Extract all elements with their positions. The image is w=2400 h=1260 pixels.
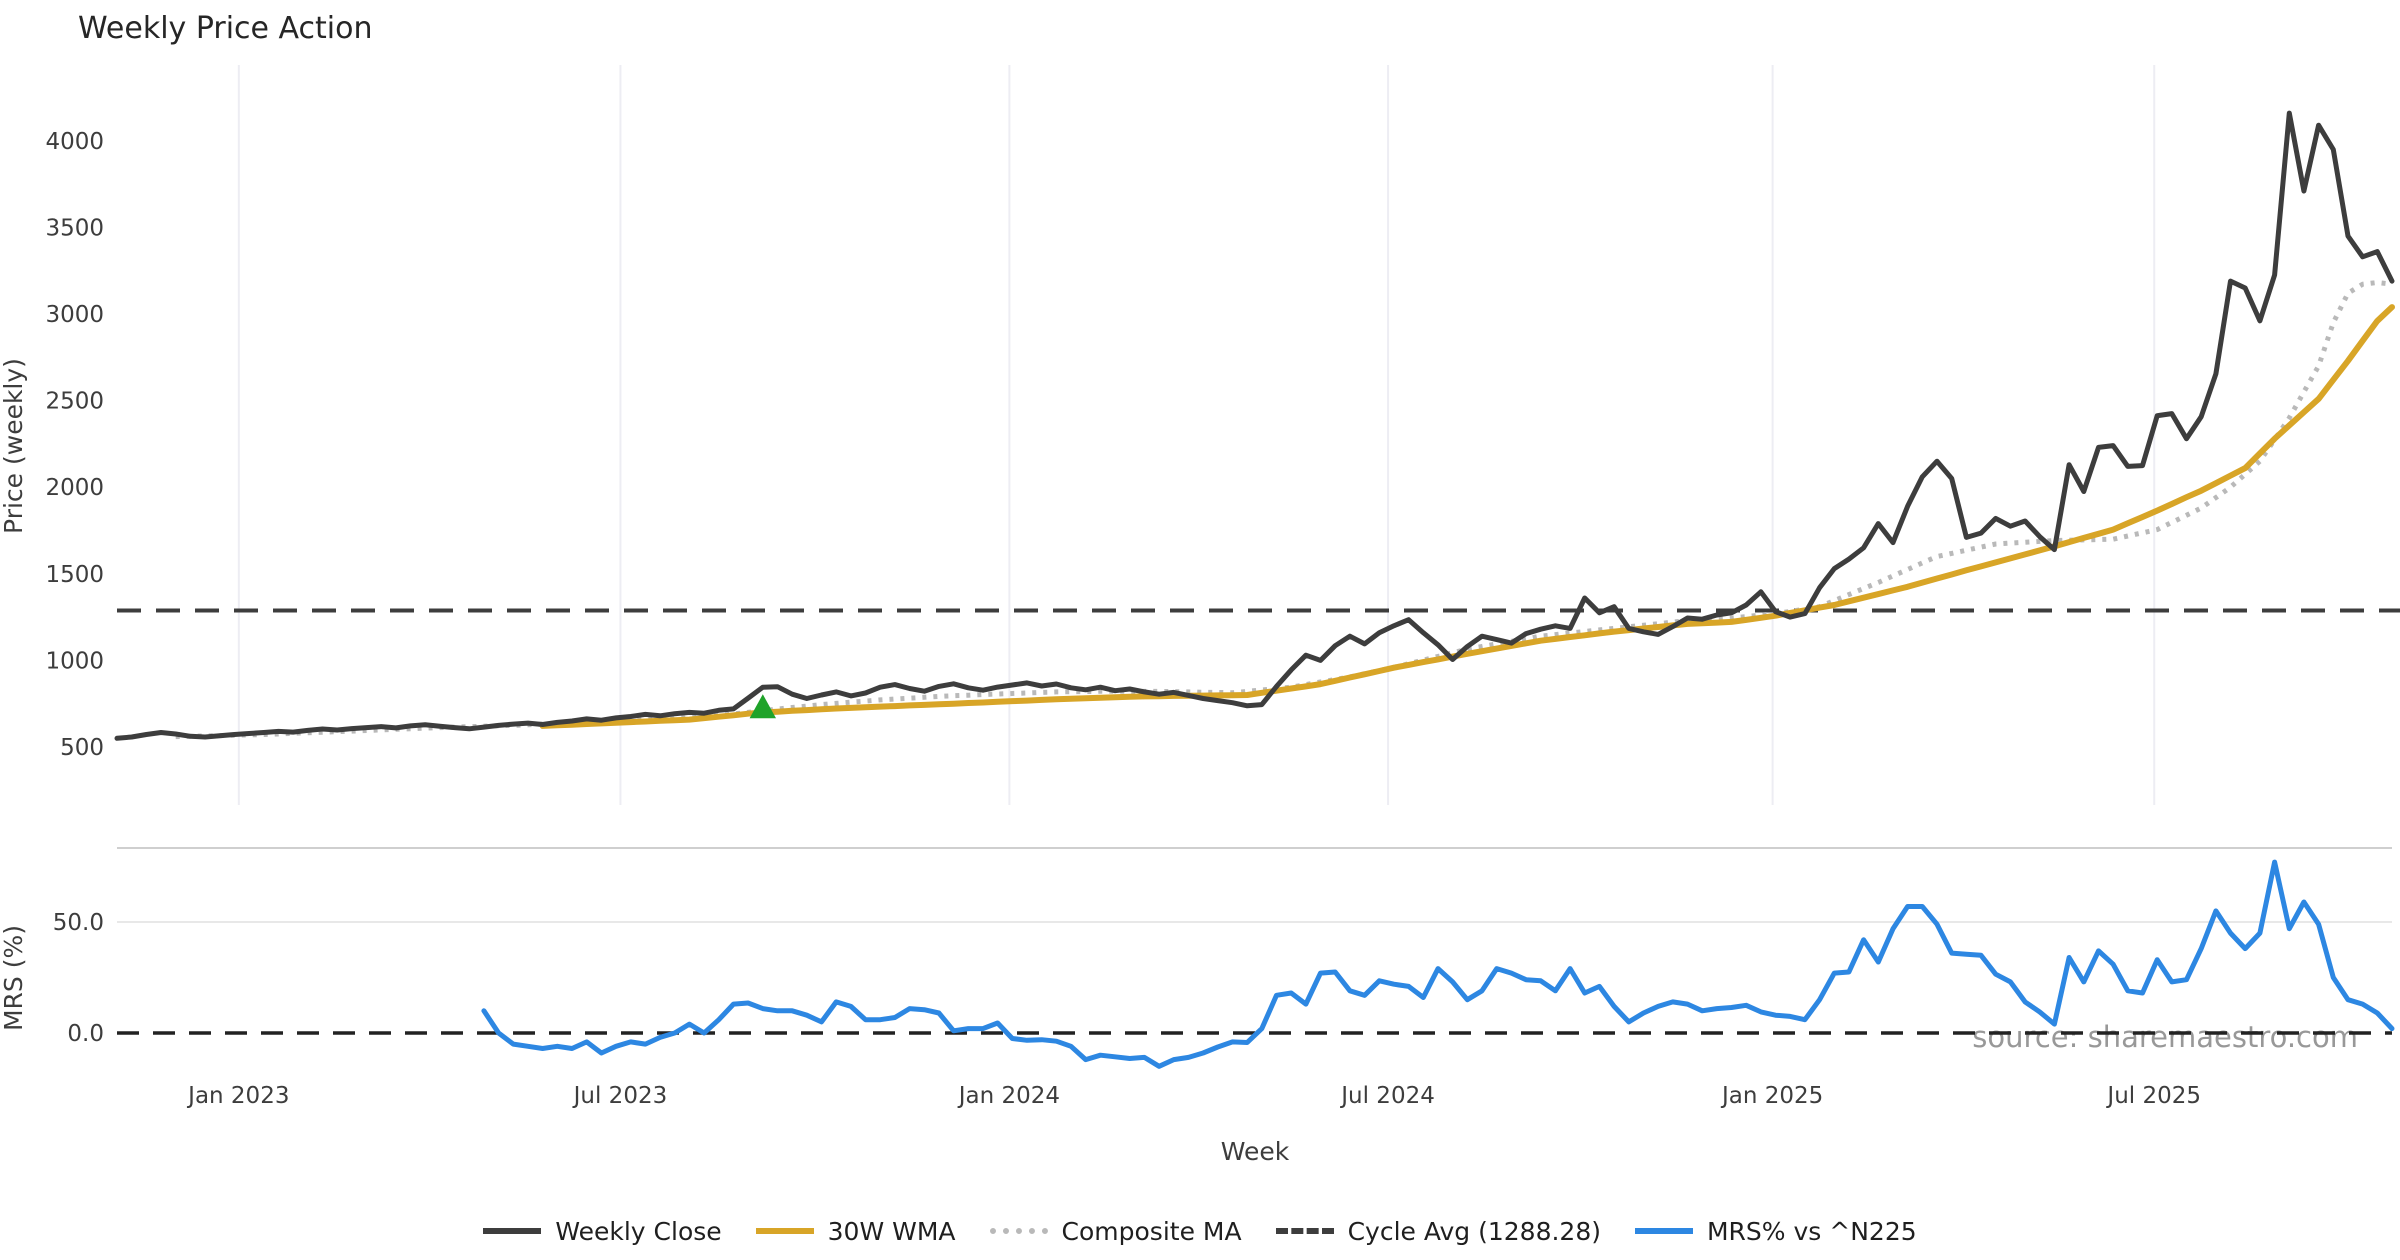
chart-legend: Weekly Close 30W WMA Composite MA Cycle Avg… [0, 1208, 2400, 1254]
legend-swatch-solid [1634, 1228, 1693, 1234]
series-weekly-close [114, 110, 2395, 741]
legend-label: Weekly Close [555, 1216, 722, 1246]
price-tick-label: 1500 [45, 562, 104, 588]
legend-label: Composite MA [1061, 1216, 1242, 1246]
legend-swatch-solid [755, 1228, 814, 1234]
data-series [114, 110, 2400, 1069]
price-tick-label: 1000 [45, 648, 104, 674]
series-30w-wma [539, 304, 2395, 729]
x-axis-label: Week [1221, 1137, 1290, 1166]
legend-label: 30W WMA [827, 1216, 956, 1246]
price-tick-label: 2500 [45, 389, 104, 415]
legend-item-composite-ma: Composite MA [989, 1216, 1242, 1246]
tick-labels: Jan 2023 Jul 2023 Jan 2024 Jul 2024 Jan 2025… [45, 129, 2201, 1109]
legend-swatch-dashed [1275, 1228, 1334, 1234]
chart-title: Weekly Price Action [78, 11, 373, 46]
legend-item-weekly-close: Weekly Close [483, 1216, 722, 1246]
mrs-tick-label: 50.0 [53, 910, 104, 936]
series-mrs-vs-n225 [481, 859, 2395, 1069]
legend-item-30w-wma: 30W WMA [755, 1216, 956, 1246]
legend-swatch-solid [483, 1228, 542, 1234]
source-watermark: source: sharemaestro.com [1972, 1020, 2358, 1054]
price-tick-label: 4000 [45, 129, 104, 155]
legend-label: Cycle Avg (1288.28) [1347, 1216, 1601, 1246]
x-tick-label: Jan 2025 [1720, 1083, 1823, 1109]
price-tick-label: 3500 [45, 215, 104, 241]
price-tick-label: 500 [60, 735, 104, 761]
legend-label: MRS% vs ^N225 [1706, 1216, 1917, 1246]
x-tick-label: Jan 2023 [186, 1083, 289, 1109]
legend-swatch-dotted [989, 1228, 1048, 1234]
price-tick-label: 2000 [45, 475, 104, 501]
price-axis-label: Price (weekly) [0, 358, 28, 534]
mrs-tick-label: 0.0 [67, 1021, 104, 1047]
mrs-axis-label: MRS (%) [0, 925, 28, 1031]
gridlines [117, 65, 2392, 923]
x-tick-label: Jan 2024 [957, 1083, 1060, 1109]
price-tick-label: 3000 [45, 302, 104, 328]
legend-item-cycle-avg-1288-28-: Cycle Avg (1288.28) [1275, 1216, 1601, 1246]
buy-signal-triangle-marker [749, 694, 777, 719]
x-tick-label: Jul 2025 [2105, 1083, 2201, 1109]
x-tick-label: Jul 2024 [1339, 1083, 1435, 1109]
legend-item-mrs-vs-n225: MRS% vs ^N225 [1634, 1216, 1917, 1246]
x-tick-label: Jul 2023 [572, 1083, 668, 1109]
